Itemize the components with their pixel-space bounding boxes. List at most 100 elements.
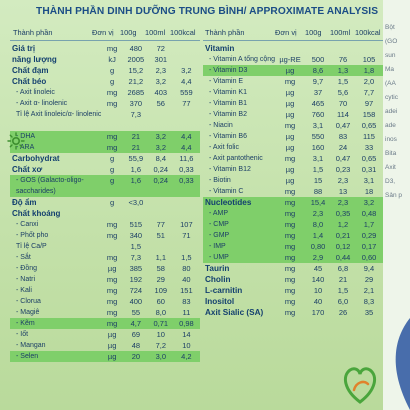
unit-cell: mg xyxy=(275,219,306,230)
table-row: - Biotin µg 15 2,3 3,1 xyxy=(203,175,383,186)
value-100ml: 0,44 xyxy=(331,252,355,263)
unit-cell: µg xyxy=(285,143,295,152)
table-row: Giá trị mg 480 72 xyxy=(10,43,200,54)
unit-cell: mg xyxy=(275,230,306,241)
value-100kcal xyxy=(173,241,200,252)
value-100kcal: 3,1 xyxy=(363,176,375,185)
value-100g: 340 xyxy=(129,231,143,240)
table-row: - Đồng µg 385 58 80 xyxy=(10,263,200,274)
unit-cell: mg xyxy=(284,308,296,317)
table-row: - Vitamin E mg 9,7 1,5 2,0 xyxy=(203,76,383,87)
nutrient-name: - Biotin xyxy=(209,177,231,184)
unit-cell: kJ xyxy=(108,55,116,64)
left-header-unit: Đơn vị xyxy=(92,28,114,37)
value-100g: 40 xyxy=(313,297,323,306)
value-100ml: 0,24 xyxy=(153,165,169,174)
value-100ml xyxy=(331,43,355,54)
side-text-fragment: Axit xyxy=(385,164,396,171)
value-100g: 500 xyxy=(311,55,325,64)
value-100g: 55,9 xyxy=(128,154,144,163)
value-100g: <3,0 xyxy=(128,198,144,207)
value-100ml: 10 xyxy=(156,330,165,339)
value-100ml: 114 xyxy=(337,110,349,119)
value-100g: 20 xyxy=(122,351,149,362)
table-row: - Clorua mg 400 60 83 xyxy=(10,296,200,307)
nutrient-name: - Phốt pho xyxy=(16,232,49,239)
left-header-c3: 100kcal xyxy=(170,28,196,37)
nutrient-name: - Mangan xyxy=(16,342,46,349)
table-row: - Vitamin K1 µg 37 5,6 7,7 xyxy=(203,87,383,98)
value-100g: 15,2 xyxy=(128,66,144,75)
right-header-c1: 100g xyxy=(305,28,322,37)
value-100ml: 2,3 xyxy=(155,66,166,75)
table-row: Axit Sialic (SA) mg 170 26 35 xyxy=(203,307,383,318)
table-row: - Kẽm mg 4,7 0,71 0,98 xyxy=(10,318,200,329)
value-100g: 21,2 xyxy=(128,77,144,86)
value-100ml xyxy=(149,208,173,219)
side-text-fragment: cytic xyxy=(385,94,398,101)
value-100g: 1,5 xyxy=(312,165,324,174)
value-100g: 2685 xyxy=(127,88,145,97)
unit-cell: g xyxy=(110,77,115,86)
nutrient-name: saccharides) xyxy=(10,186,102,197)
nutrient-name: Vitamin xyxy=(205,44,235,53)
nutrient-name: Chất khoáng xyxy=(12,209,61,218)
nutrient-name: Độ ẩm xyxy=(12,198,37,207)
unit-cell: mg xyxy=(284,121,296,130)
right-header-unit: Đơn vị xyxy=(275,28,297,37)
unit-cell xyxy=(101,120,123,131)
value-100g xyxy=(123,120,149,131)
value-100g: 1,5 xyxy=(130,242,142,251)
nutrient-name: - Vitamin A tổng cộng xyxy=(209,56,276,63)
nutrient-name xyxy=(10,120,101,131)
value-100g: 7,3 xyxy=(130,253,142,262)
value-100ml: 24 xyxy=(338,143,348,152)
value-100g: 480 xyxy=(129,44,143,53)
unit-cell: g xyxy=(110,165,115,174)
unit-cell: mg xyxy=(284,77,296,86)
table-row xyxy=(10,120,200,131)
table-row: Vitamin xyxy=(203,43,383,54)
table-row: - Vitamin B1 µg 465 70 97 xyxy=(203,98,383,109)
value-100ml: 6,8 xyxy=(337,264,349,273)
value-100kcal xyxy=(173,109,200,120)
nutrient-name: Tỉ lệ Axit linoleic/α- linolenic xyxy=(16,111,102,118)
unit-cell xyxy=(101,109,123,120)
value-100g xyxy=(123,208,149,219)
heart-logo-icon xyxy=(343,367,377,404)
value-100g xyxy=(305,43,331,54)
side-text-strip: Bột (GO sun Ma (AA cytic adei ade inos Bita Axit D3… xyxy=(383,0,410,410)
nutrient-name: - AMP xyxy=(203,208,276,219)
value-100kcal: 4,2 xyxy=(172,351,200,362)
table-row: - Axit folic µg 160 24 33 xyxy=(203,142,383,153)
table-row: Taurin mg 45 6,8 9,4 xyxy=(203,263,383,274)
table-row: saccharides) xyxy=(10,186,200,197)
value-100kcal: 35 xyxy=(364,308,374,317)
nutrient-name: - CMP xyxy=(203,219,276,230)
value-100kcal: 2,0 xyxy=(363,77,375,86)
unit-cell: g xyxy=(110,154,115,163)
left-nutrition-table: Giá trị mg 480 72 năng lượng kJ 2005 301 Chất đạ… xyxy=(10,43,200,362)
unit-cell: mg xyxy=(106,308,118,317)
table-row: Chất xơ g 1,6 0,24 0,33 xyxy=(10,164,200,175)
value-100kcal: 11 xyxy=(182,308,191,317)
value-100kcal: 107 xyxy=(180,220,193,229)
value-100kcal: 0,33 xyxy=(172,175,200,186)
table-row: - Axit pantothenic mg 3,1 0,47 0,65 xyxy=(203,153,383,164)
value-100g: 15,4 xyxy=(305,197,331,208)
value-100kcal xyxy=(172,186,200,197)
value-100kcal: 80 xyxy=(182,264,191,273)
value-100g: 0,80 xyxy=(305,241,331,252)
value-100ml: 13 xyxy=(338,187,348,196)
value-100ml: 3,0 xyxy=(148,351,173,362)
nutrient-name: Taurin xyxy=(205,264,230,273)
unit-cell: mg xyxy=(106,297,118,306)
unit-cell: µg xyxy=(275,65,306,76)
value-100g: 1,6 xyxy=(122,175,149,186)
value-100g: 10 xyxy=(313,286,323,295)
nutrient-name: Carbohydrat xyxy=(12,154,60,163)
value-100ml: 72 xyxy=(156,44,165,53)
unit-cell: mg xyxy=(101,131,123,142)
value-100kcal: 0,33 xyxy=(179,165,194,174)
